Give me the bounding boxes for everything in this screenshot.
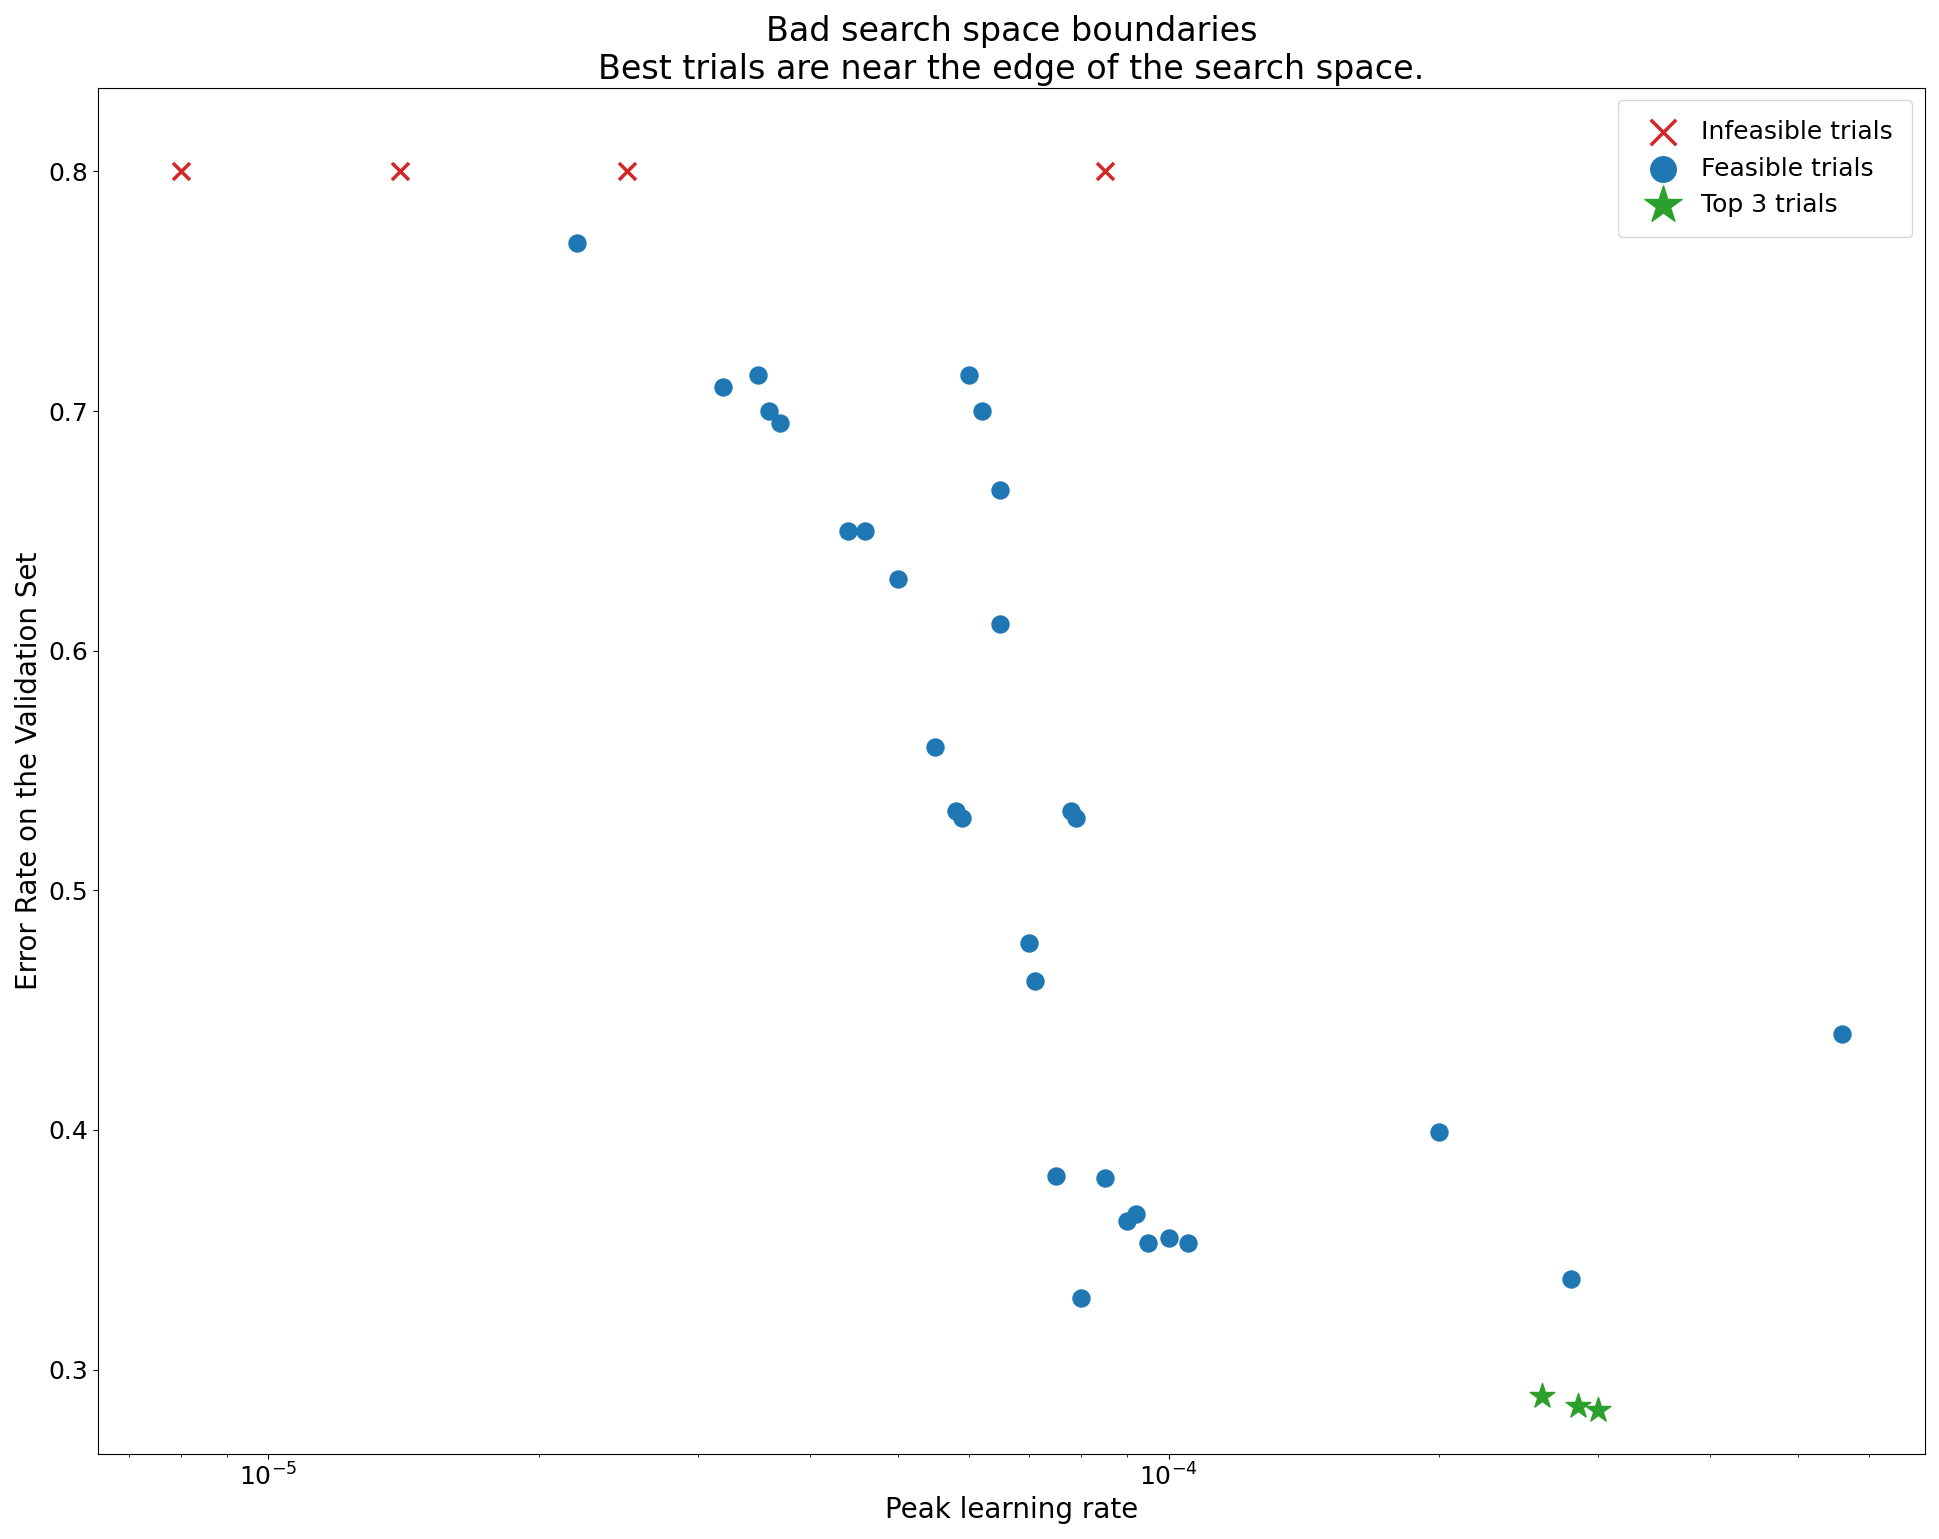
Feasible trials xyxy=(1055,799,1086,823)
Top 3 trials xyxy=(1526,1384,1557,1408)
Infeasible trials xyxy=(611,159,642,183)
Feasible trials xyxy=(1423,1120,1454,1145)
Feasible trials xyxy=(946,806,977,831)
Top 3 trials xyxy=(1582,1397,1613,1422)
Legend: Infeasible trials, Feasible trials, Top 3 trials: Infeasible trials, Feasible trials, Top … xyxy=(1617,100,1912,237)
Feasible trials xyxy=(708,376,739,400)
Feasible trials xyxy=(919,734,950,759)
Feasible trials xyxy=(966,399,997,423)
Feasible trials xyxy=(1152,1225,1183,1250)
Feasible trials xyxy=(832,519,863,543)
Feasible trials xyxy=(743,363,774,388)
Infeasible trials xyxy=(1090,159,1121,183)
Feasible trials xyxy=(1018,970,1049,994)
Feasible trials xyxy=(560,231,591,255)
Feasible trials xyxy=(1039,1163,1070,1188)
Feasible trials xyxy=(882,566,913,591)
X-axis label: Peak learning rate: Peak learning rate xyxy=(884,1496,1138,1524)
Feasible trials xyxy=(1121,1202,1152,1227)
Feasible trials xyxy=(1111,1208,1142,1233)
Feasible trials xyxy=(1555,1267,1586,1291)
Feasible trials xyxy=(849,519,880,543)
Infeasible trials xyxy=(165,159,196,183)
Feasible trials xyxy=(1825,1022,1856,1047)
Feasible trials xyxy=(985,613,1016,637)
Y-axis label: Error Rate on the Validation Set: Error Rate on the Validation Set xyxy=(16,551,43,990)
Feasible trials xyxy=(1065,1285,1096,1310)
Feasible trials xyxy=(1061,806,1092,831)
Feasible trials xyxy=(1171,1230,1202,1254)
Feasible trials xyxy=(1012,931,1043,956)
Top 3 trials xyxy=(1561,1393,1592,1417)
Feasible trials xyxy=(952,363,983,388)
Feasible trials xyxy=(764,411,795,436)
Feasible trials xyxy=(1132,1230,1163,1254)
Feasible trials xyxy=(752,399,783,423)
Feasible trials xyxy=(985,477,1016,502)
Title: Bad search space boundaries
Best trials are near the edge of the search space.: Bad search space boundaries Best trials … xyxy=(597,15,1423,86)
Feasible trials xyxy=(1090,1165,1121,1190)
Infeasible trials xyxy=(384,159,415,183)
Feasible trials xyxy=(940,799,971,823)
